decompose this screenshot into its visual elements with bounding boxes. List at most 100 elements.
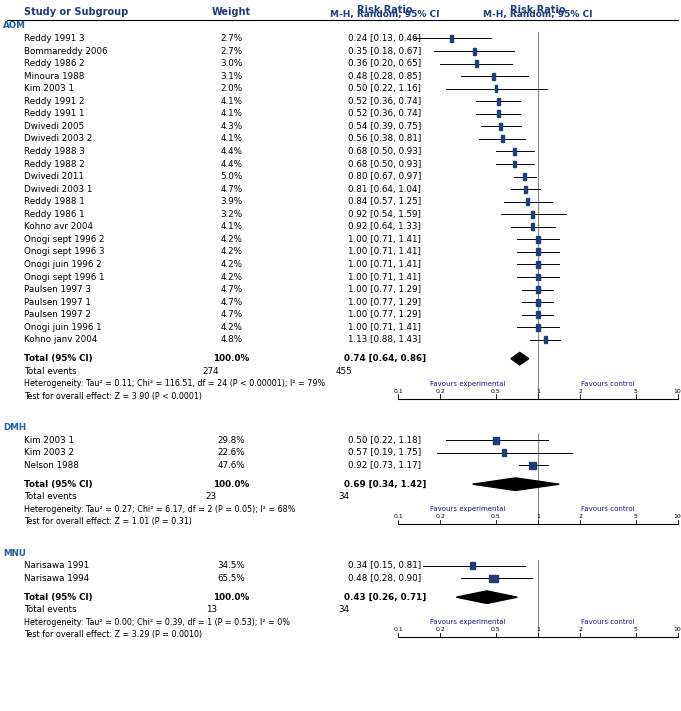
Text: 4.1%: 4.1%: [221, 223, 242, 231]
Text: Nelson 1988: Nelson 1988: [24, 461, 79, 470]
Text: 4.2%: 4.2%: [221, 323, 242, 332]
Text: 0.84 [0.57, 1.25]: 0.84 [0.57, 1.25]: [348, 197, 422, 206]
Text: 10: 10: [674, 627, 681, 632]
Text: Favours experimental: Favours experimental: [430, 619, 506, 626]
Text: 2: 2: [578, 389, 582, 394]
Bar: [450, 35, 453, 42]
Text: 4.4%: 4.4%: [221, 147, 242, 156]
Bar: [531, 223, 535, 230]
Text: Kim 2003 1: Kim 2003 1: [24, 436, 74, 445]
Text: 65.5%: 65.5%: [218, 574, 245, 583]
Text: 0.54 [0.39, 0.75]: 0.54 [0.39, 0.75]: [348, 122, 422, 131]
Text: Total (95% CI): Total (95% CI): [24, 593, 93, 602]
Text: 5: 5: [633, 389, 637, 394]
Text: 4.7%: 4.7%: [221, 298, 242, 306]
Text: 0.1: 0.1: [394, 514, 403, 519]
Bar: [524, 186, 527, 193]
Text: Onogi juin 1996 2: Onogi juin 1996 2: [24, 260, 101, 269]
Text: Dwivedi 2003 1: Dwivedi 2003 1: [24, 185, 92, 193]
Text: 3.0%: 3.0%: [221, 59, 242, 68]
Bar: [531, 210, 535, 218]
Text: AOM: AOM: [3, 21, 27, 31]
Text: 3.2%: 3.2%: [221, 210, 242, 219]
Text: Heterogeneity: Tau² = 0.11; Chi² = 116.51, df = 24 (P < 0.00001); I² = 79%: Heterogeneity: Tau² = 0.11; Chi² = 116.5…: [24, 379, 325, 388]
Text: 10: 10: [674, 514, 681, 519]
Text: 0.92 [0.64, 1.33]: 0.92 [0.64, 1.33]: [348, 223, 422, 231]
Text: 4.2%: 4.2%: [221, 272, 242, 282]
Text: 4.3%: 4.3%: [221, 122, 242, 131]
Text: Total events: Total events: [24, 605, 76, 614]
Text: Paulsen 1997 3: Paulsen 1997 3: [24, 285, 91, 294]
Bar: [501, 449, 506, 456]
Text: 1.00 [0.77, 1.29]: 1.00 [0.77, 1.29]: [348, 310, 422, 319]
Bar: [537, 236, 539, 243]
Text: Reddy 1986 2: Reddy 1986 2: [24, 59, 84, 68]
Text: Total (95% CI): Total (95% CI): [24, 354, 93, 363]
Text: Favours experimental: Favours experimental: [430, 381, 506, 387]
Bar: [537, 274, 539, 280]
Text: 0.36 [0.20, 0.65]: 0.36 [0.20, 0.65]: [348, 59, 422, 68]
Bar: [537, 286, 539, 293]
Text: Reddy 1986 1: Reddy 1986 1: [24, 210, 84, 219]
Text: 0.80 [0.67, 0.97]: 0.80 [0.67, 0.97]: [348, 172, 422, 181]
Text: Test for overall effect: Z = 1.01 (P = 0.31): Test for overall effect: Z = 1.01 (P = 0…: [24, 518, 192, 526]
Text: 34: 34: [338, 605, 349, 614]
Text: 0.1: 0.1: [394, 389, 403, 394]
Text: 1.00 [0.77, 1.29]: 1.00 [0.77, 1.29]: [348, 285, 422, 294]
Text: 23: 23: [206, 492, 217, 501]
Bar: [497, 98, 500, 105]
Text: Favours control: Favours control: [581, 619, 635, 626]
Text: 1: 1: [536, 627, 540, 632]
Text: Total (95% CI): Total (95% CI): [24, 480, 93, 488]
Bar: [494, 85, 497, 92]
Text: Narisawa 1991: Narisawa 1991: [24, 561, 89, 570]
Text: 0.5: 0.5: [491, 389, 501, 394]
Bar: [537, 299, 539, 306]
Bar: [537, 261, 539, 268]
Text: 4.4%: 4.4%: [221, 159, 242, 169]
Text: M-H, Random, 95% CI: M-H, Random, 95% CI: [484, 10, 592, 19]
Text: 0.34 [0.15, 0.81]: 0.34 [0.15, 0.81]: [348, 561, 422, 570]
Text: 0.57 [0.19, 1.75]: 0.57 [0.19, 1.75]: [348, 449, 422, 457]
Bar: [529, 462, 537, 469]
Text: 0.48 [0.28, 0.90]: 0.48 [0.28, 0.90]: [348, 574, 422, 583]
Text: 1: 1: [536, 514, 540, 519]
Text: DMH: DMH: [3, 423, 27, 432]
Polygon shape: [456, 591, 518, 604]
Text: Total events: Total events: [24, 492, 76, 501]
Text: 1.00 [0.71, 1.41]: 1.00 [0.71, 1.41]: [348, 235, 422, 244]
Text: 274: 274: [203, 367, 219, 375]
Text: Kim 2003 2: Kim 2003 2: [24, 449, 74, 457]
Text: 0.68 [0.50, 0.93]: 0.68 [0.50, 0.93]: [348, 147, 422, 156]
Text: 2.0%: 2.0%: [221, 84, 242, 93]
Text: Paulsen 1997 1: Paulsen 1997 1: [24, 298, 91, 306]
Text: 1.13 [0.88, 1.43]: 1.13 [0.88, 1.43]: [348, 336, 422, 344]
Bar: [475, 60, 477, 67]
Polygon shape: [473, 478, 559, 491]
Text: 0.68 [0.50, 0.93]: 0.68 [0.50, 0.93]: [348, 159, 422, 169]
Text: 4.7%: 4.7%: [221, 285, 242, 294]
Text: 3.1%: 3.1%: [221, 72, 242, 80]
Text: Onogi juin 1996 1: Onogi juin 1996 1: [24, 323, 101, 332]
Text: 0.2: 0.2: [435, 627, 445, 632]
Text: 100.0%: 100.0%: [213, 593, 250, 602]
Text: 4.1%: 4.1%: [221, 134, 242, 144]
Text: Test for overall effect: Z = 3.90 (P < 0.0001): Test for overall effect: Z = 3.90 (P < 0…: [24, 392, 202, 401]
Text: Kohno janv 2004: Kohno janv 2004: [24, 336, 97, 344]
Text: 1.00 [0.71, 1.41]: 1.00 [0.71, 1.41]: [348, 323, 422, 332]
Text: 1.00 [0.71, 1.41]: 1.00 [0.71, 1.41]: [348, 272, 422, 282]
Text: Kohno avr 2004: Kohno avr 2004: [24, 223, 93, 231]
Text: 2.7%: 2.7%: [221, 34, 242, 43]
Text: Onogi sept 1996 2: Onogi sept 1996 2: [24, 235, 104, 244]
Text: 4.1%: 4.1%: [221, 97, 242, 106]
Text: 0.50 [0.22, 1.16]: 0.50 [0.22, 1.16]: [348, 84, 422, 93]
Bar: [489, 575, 498, 582]
Text: Reddy 1991 3: Reddy 1991 3: [24, 34, 84, 43]
Text: Weight: Weight: [212, 7, 251, 17]
Bar: [537, 324, 539, 331]
Text: Reddy 1991 1: Reddy 1991 1: [24, 109, 84, 118]
Bar: [544, 336, 547, 343]
Text: 0.24 [0.13, 0.46]: 0.24 [0.13, 0.46]: [348, 34, 422, 43]
Bar: [526, 198, 529, 205]
Polygon shape: [511, 353, 529, 365]
